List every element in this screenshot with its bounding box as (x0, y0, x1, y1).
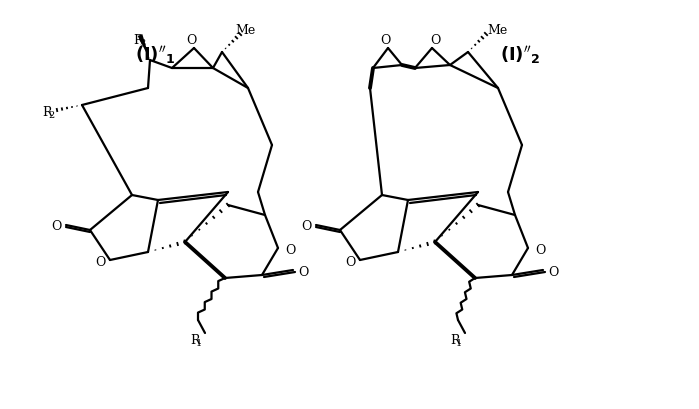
Text: 1: 1 (196, 339, 202, 348)
Text: O: O (430, 34, 440, 47)
Text: R: R (133, 34, 143, 47)
Text: 2: 2 (48, 110, 55, 119)
Text: O: O (51, 220, 62, 232)
Text: O: O (535, 243, 545, 256)
Text: $\mathbf{(I)^{\prime\prime}{}_{1}}$: $\mathbf{(I)^{\prime\prime}{}_{1}}$ (135, 44, 175, 66)
Text: O: O (345, 256, 355, 268)
Text: O: O (301, 220, 311, 232)
Text: O: O (380, 34, 390, 47)
Text: Me: Me (487, 23, 507, 36)
Text: O: O (186, 34, 196, 47)
Text: 1: 1 (456, 339, 462, 348)
Polygon shape (138, 34, 150, 60)
Text: 3: 3 (139, 38, 145, 47)
Text: Me: Me (235, 23, 255, 36)
Text: R: R (450, 333, 459, 346)
Text: O: O (548, 265, 559, 279)
Text: O: O (95, 256, 105, 268)
Text: R: R (42, 106, 52, 119)
Text: O: O (284, 243, 295, 256)
Text: $\mathbf{(I)^{\prime\prime}{}_{2}}$: $\mathbf{(I)^{\prime\prime}{}_{2}}$ (500, 44, 540, 66)
Text: O: O (298, 265, 308, 279)
Text: R: R (190, 333, 199, 346)
